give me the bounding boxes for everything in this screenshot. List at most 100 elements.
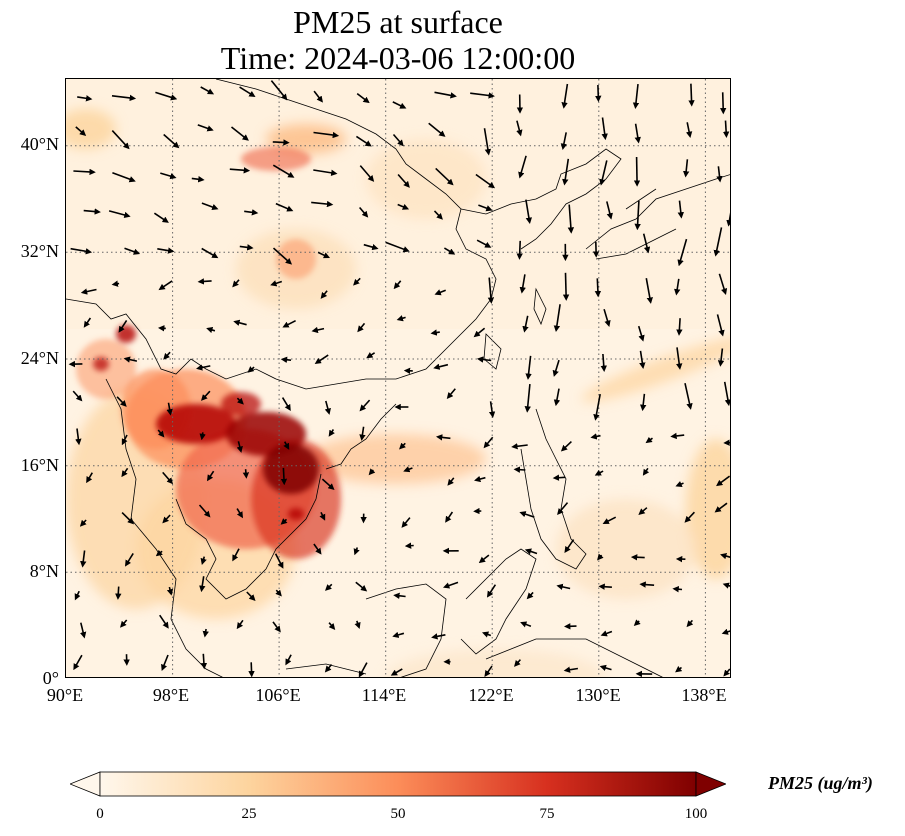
wind-arrow: [594, 278, 602, 298]
wind-arrow: [557, 502, 569, 515]
map-panel[interactable]: [65, 78, 731, 678]
wind-arrow: [634, 123, 641, 144]
wind-arrow: [111, 94, 137, 102]
wind-arrow: [197, 124, 214, 132]
wind-arrow: [513, 466, 526, 473]
wind-arrow: [396, 315, 406, 322]
wind-arrow: [633, 156, 641, 187]
lat-tick-label: 0°: [42, 668, 59, 688]
wind-arrow: [272, 164, 295, 178]
colorbar-max-extend: [695, 771, 726, 797]
wind-arrow: [159, 614, 169, 629]
wind-arrow: [158, 280, 173, 291]
wind-arrow: [157, 429, 165, 438]
wind-arrow: [447, 477, 455, 486]
wind-arrow: [470, 92, 495, 99]
wind-arrow: [443, 247, 456, 255]
colorbar: [70, 771, 726, 797]
wind-arrow: [598, 583, 612, 590]
wind-arrow: [686, 619, 694, 628]
wind-arrow: [595, 84, 602, 103]
wind-arrow: [153, 212, 169, 223]
wind-arrow: [317, 251, 331, 259]
wind-arrow: [311, 200, 334, 208]
wind-arrow: [366, 352, 376, 359]
wind-arrow: [197, 278, 212, 285]
wind-arrow: [553, 304, 561, 332]
wind-arrow: [274, 553, 284, 569]
wind-arrow: [645, 436, 653, 444]
wind-arrow: [670, 432, 685, 440]
wind-arrow: [434, 289, 446, 296]
wind-arrow: [247, 366, 255, 373]
wind-arrow: [433, 210, 443, 220]
wind-arrow: [639, 581, 655, 588]
wind-arrow: [474, 475, 486, 483]
wind-arrow: [359, 399, 371, 412]
wind-arrow: [481, 631, 492, 638]
wind-arrow: [272, 621, 281, 633]
wind-arrow: [525, 199, 533, 224]
wind-arrow: [196, 364, 211, 371]
wind-arrow: [86, 472, 93, 484]
wind-arrow: [320, 290, 328, 299]
wind-arrow: [630, 554, 645, 561]
lon-tick-label: 98°E: [152, 685, 190, 705]
wind-arrow: [359, 165, 375, 182]
wind-arrow: [675, 481, 684, 487]
wind-arrow: [270, 280, 283, 287]
wind-arrow: [392, 631, 405, 638]
wind-arrow: [404, 542, 414, 549]
wind-arrow: [83, 208, 101, 215]
wind-arrow: [275, 202, 294, 212]
wind-arrow: [325, 583, 333, 591]
wind-arrow: [484, 665, 493, 677]
wind-arrow: [520, 621, 532, 628]
wind-arrow: [280, 518, 288, 525]
wind-arrow: [75, 126, 87, 136]
wind-arrow: [236, 619, 244, 630]
wind-arrow: [676, 318, 683, 336]
wind-arrow: [112, 172, 136, 183]
coastlines: [66, 79, 730, 677]
wind-arrow: [639, 350, 646, 369]
wind-arrow: [111, 130, 130, 150]
wind-arrow: [116, 396, 127, 407]
wind-arrow: [163, 351, 171, 360]
wind-arrow: [161, 654, 169, 671]
colorbar-tick: 50: [390, 806, 406, 822]
wind-arrow: [640, 393, 647, 412]
wind-arrow: [357, 322, 366, 333]
wind-arrow: [430, 329, 440, 336]
wind-arrow: [603, 308, 611, 327]
wind-arrow: [206, 326, 216, 334]
lat-tick-label: 24°N: [20, 348, 59, 368]
wind-arrow: [229, 167, 251, 174]
colorbar-tick: 75: [539, 806, 555, 822]
wind-arrow: [166, 586, 174, 596]
wind-arrow: [593, 393, 601, 421]
wind-arrow: [428, 122, 446, 137]
wind-arrow: [166, 402, 173, 416]
wind-arrow: [599, 664, 612, 672]
wind-arrow: [236, 508, 244, 519]
wind-arrow: [716, 475, 730, 487]
wind-arrow: [328, 622, 336, 630]
wind-arrow: [634, 200, 641, 231]
wind-arrow: [675, 665, 683, 673]
wind-arrow: [726, 212, 730, 227]
wind-arrow: [445, 511, 454, 523]
wind-arrow: [115, 586, 122, 600]
wind-arrow: [358, 662, 368, 677]
wind-arrow: [198, 504, 211, 518]
wind-arrow: [393, 592, 406, 599]
colorbar-label: PM25 (ug/m³): [768, 773, 873, 793]
wind-arrow: [75, 428, 82, 446]
wind-arrow: [601, 117, 608, 141]
wind-arrow: [239, 244, 254, 251]
wind-vectors: [68, 80, 730, 677]
wind-arrow: [645, 278, 653, 304]
wind-arrow: [118, 319, 128, 333]
wind-arrow: [77, 95, 93, 102]
lon-tick-label: 106°E: [255, 685, 301, 705]
